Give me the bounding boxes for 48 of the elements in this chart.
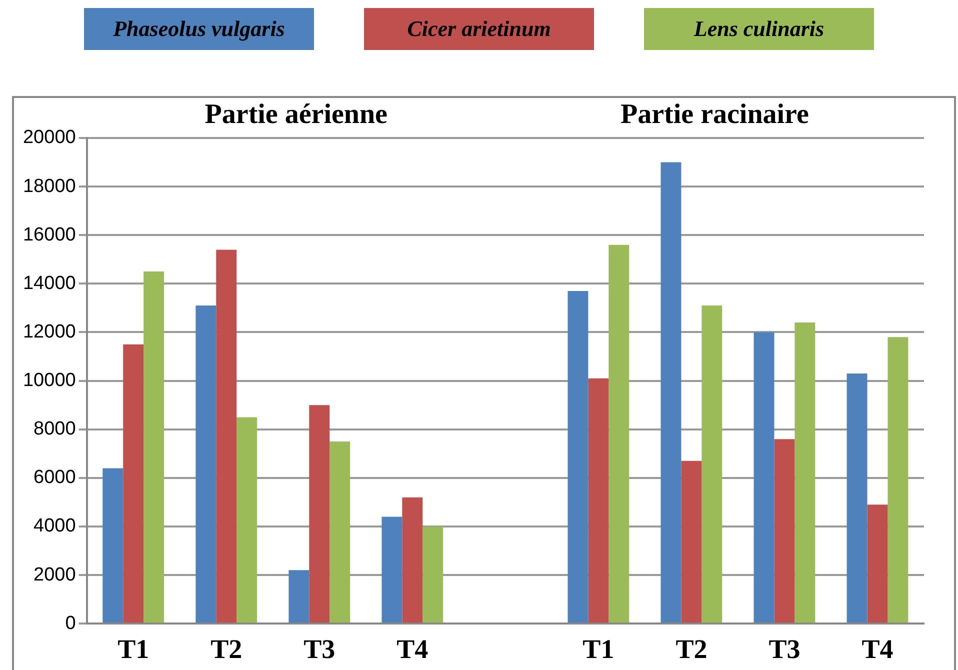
bar [774,439,795,623]
y-tick-label: 12000 [22,321,76,342]
bar [846,374,868,623]
bar [288,570,310,623]
x-tick-label: T2 [676,634,708,664]
y-tick-label: 8000 [34,418,76,440]
bar [144,272,164,623]
bar [330,442,350,623]
text: Phaseolus vulgaris [84,8,314,50]
bar [382,516,402,623]
x-tick-label: T2 [210,634,242,664]
y-tick-label: 16000 [22,224,76,246]
text: Cicer arietinum [364,8,594,50]
y-tick-label: 18000 [22,176,76,197]
y-tick-label: 10000 [22,370,76,392]
bar [608,244,630,623]
bar [216,250,237,623]
bar [402,497,423,623]
y-tick-label: 0 [65,612,76,634]
text: Lens culinaris [644,8,874,50]
x-tick-label: T1 [118,634,150,664]
text: Partie aérienne [204,99,388,130]
y-tick-label: 20000 [22,127,76,148]
bar [422,526,444,623]
bar [754,332,774,623]
y-tick-label: 6000 [34,467,76,488]
bar [588,378,609,623]
y-tick-label: 2000 [34,564,76,586]
bar [236,417,258,623]
bar [867,504,888,623]
x-tick-label: T4 [396,634,428,664]
bar [660,162,682,623]
bar [196,306,216,623]
bar [309,405,330,623]
bar [702,306,722,623]
x-tick-label: T1 [582,634,614,664]
text: Partie racinaire [620,99,809,130]
bar [123,344,144,623]
bar [888,337,908,623]
y-tick-label: 14000 [22,272,76,294]
y-tick-label: 4000 [34,516,76,537]
bar [568,290,588,623]
bar [681,460,702,623]
x-tick-label: T4 [862,634,894,664]
bar [102,468,124,623]
x-tick-label: T3 [768,634,800,664]
bar [794,322,816,623]
x-tick-label: T3 [304,634,336,664]
